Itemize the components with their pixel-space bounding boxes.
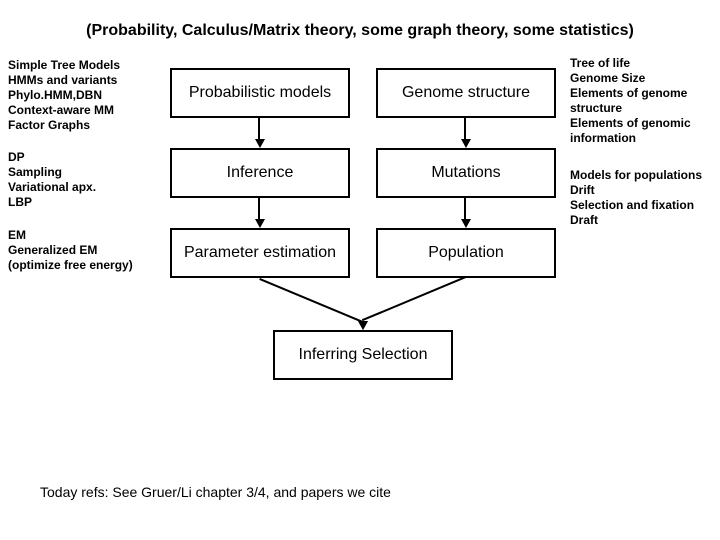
arrow-line xyxy=(258,198,260,219)
box-param-est: Parameter estimation xyxy=(170,228,350,278)
note-line: Generalized EM xyxy=(8,243,133,258)
box-label: Population xyxy=(428,244,504,262)
note-line: Models for populations xyxy=(570,168,720,183)
arrow-line xyxy=(464,198,466,219)
box-label: Parameter estimation xyxy=(184,244,336,262)
footer-refs: Today refs: See Gruer/Li chapter 3/4, an… xyxy=(40,484,391,500)
note-line: HMMs and variants xyxy=(8,73,120,88)
arrow-line xyxy=(259,278,363,323)
box-prob-models: Probabilistic models xyxy=(170,68,350,118)
note-line: (optimize free energy) xyxy=(8,258,133,273)
note-line: Phylo.HMM,DBN xyxy=(8,88,120,103)
note-line: Selection and fixation xyxy=(570,198,720,213)
page-title: (Probability, Calculus/Matrix theory, so… xyxy=(0,22,720,40)
note-line: Context-aware MM xyxy=(8,103,120,118)
right-note-0: Tree of life Genome Size Elements of gen… xyxy=(570,56,720,146)
arrow-line xyxy=(362,276,466,321)
box-label: Inferring Selection xyxy=(299,346,428,364)
box-inference: Inference xyxy=(170,148,350,198)
box-genome-struct: Genome structure xyxy=(376,68,556,118)
box-label: Mutations xyxy=(431,164,500,182)
note-line: Elements of genome structure xyxy=(570,86,720,116)
arrow-line xyxy=(464,118,466,139)
note-line: Drift xyxy=(570,183,720,198)
note-line: DP xyxy=(8,150,96,165)
note-line: LBP xyxy=(8,195,96,210)
note-line: Draft xyxy=(570,213,720,228)
arrow-line xyxy=(258,118,260,139)
left-note-2: EM Generalized EM (optimize free energy) xyxy=(8,228,133,273)
note-line: Variational apx. xyxy=(8,180,96,195)
note-line: EM xyxy=(8,228,133,243)
arrow-head-icon xyxy=(255,219,265,228)
note-line: Sampling xyxy=(8,165,96,180)
arrow-head-icon xyxy=(461,139,471,148)
note-line: Elements of genomic information xyxy=(570,116,720,146)
box-label: Probabilistic models xyxy=(189,84,331,102)
box-mutations: Mutations xyxy=(376,148,556,198)
box-label: Inference xyxy=(227,164,294,182)
note-line: Tree of life xyxy=(570,56,720,71)
arrow-head-icon xyxy=(461,219,471,228)
arrow-head-icon xyxy=(358,321,368,330)
box-inferring-sel: Inferring Selection xyxy=(273,330,453,380)
box-label: Genome structure xyxy=(402,84,530,102)
left-note-0: Simple Tree Models HMMs and variants Phy… xyxy=(8,58,120,133)
box-population: Population xyxy=(376,228,556,278)
note-line: Genome Size xyxy=(570,71,720,86)
right-note-1: Models for populations Drift Selection a… xyxy=(570,168,720,228)
left-note-1: DP Sampling Variational apx. LBP xyxy=(8,150,96,210)
arrow-head-icon xyxy=(255,139,265,148)
note-line: Factor Graphs xyxy=(8,118,120,133)
note-line: Simple Tree Models xyxy=(8,58,120,73)
